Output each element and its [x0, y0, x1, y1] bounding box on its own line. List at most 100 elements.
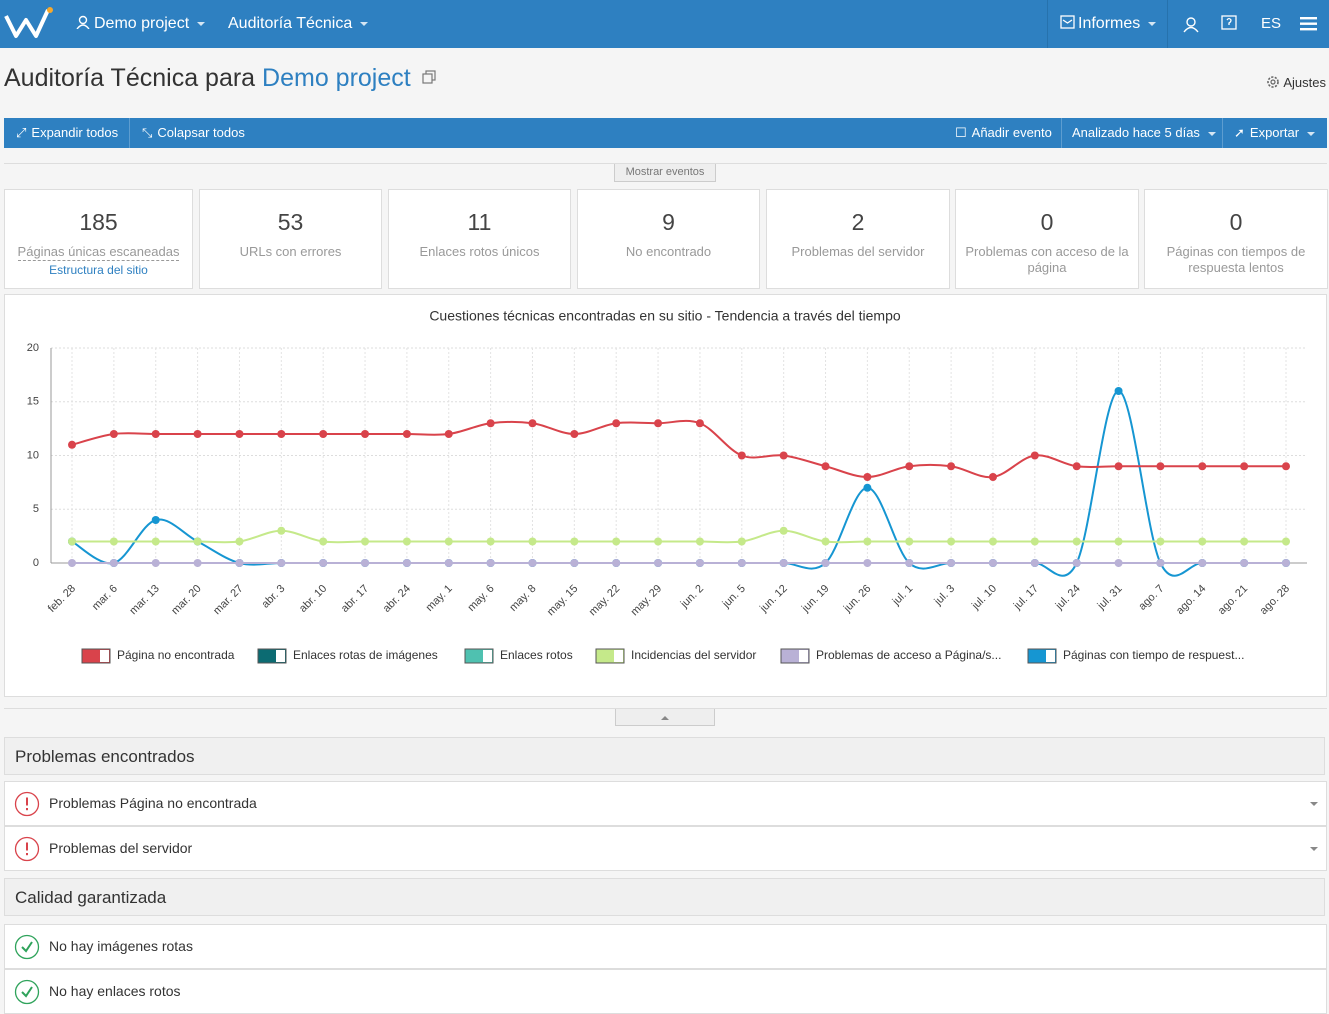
x-tick-label: abr. 24 — [381, 583, 413, 615]
x-tick-label: ago. 14 — [1174, 583, 1208, 617]
x-tick-label: jul. 24 — [1053, 583, 1083, 613]
section-item[interactable]: No hay enlaces rotos — [4, 969, 1327, 1014]
collapse-divider — [4, 708, 1327, 709]
data-point — [151, 430, 160, 438]
legend-item[interactable]: Incidencias del servidor — [595, 648, 756, 664]
page-title: Auditoría Técnica para Demo project — [4, 64, 436, 93]
data-point — [486, 537, 495, 546]
stat-label: Enlaces rotos únicos — [419, 244, 540, 259]
item-dropdown[interactable] — [1310, 802, 1318, 806]
top-nav: Demo project Auditoría Técnica Informes … — [0, 0, 1329, 48]
series-line — [71, 389, 1286, 577]
stat-value: 185 — [79, 209, 118, 235]
data-point — [151, 559, 160, 567]
x-tick-label: abr. 3 — [259, 583, 287, 611]
x-tick-label: mar. 13 — [127, 583, 161, 617]
data-point — [905, 537, 914, 546]
stat-value: 11 — [467, 209, 492, 235]
toolbar: ⤢ Expandir todos ⤡ Colapsar todos ☐ Añadir … — [4, 118, 1327, 148]
language[interactable]: ES — [1261, 15, 1282, 32]
x-tick-label: may. 8 — [507, 583, 538, 614]
stat-card: 9 No encontrado — [577, 189, 760, 289]
module-name: Auditoría Técnica — [228, 15, 353, 32]
logo[interactable] — [4, 6, 54, 40]
collapse-chart-tab[interactable] — [615, 709, 715, 726]
data-point — [402, 430, 411, 438]
legend-label: Problemas de acceso a Página/s... — [816, 648, 1001, 662]
data-point — [1282, 537, 1290, 546]
data-point — [402, 559, 411, 567]
stat-label: Páginas con tiempos de respuesta lentos — [1166, 244, 1306, 275]
item-label: Problemas Página no encontrada — [49, 795, 257, 811]
legend-item[interactable]: Páginas con tiempo de respuest... — [1027, 648, 1244, 664]
x-tick-label: jun. 2 — [678, 583, 706, 611]
stat-value: 2 — [851, 209, 865, 235]
data-point — [905, 559, 914, 567]
help-icon[interactable] — [1221, 15, 1239, 33]
data-point — [193, 430, 202, 438]
add-event-button[interactable]: ☐ Añadir evento — [955, 125, 1052, 140]
data-point — [109, 559, 118, 567]
item-label: No hay imágenes rotas — [49, 938, 193, 954]
data-point — [1240, 559, 1249, 567]
menu-icon[interactable] — [1300, 17, 1317, 31]
x-tick-label: ago. 21 — [1216, 583, 1250, 617]
data-point — [319, 430, 328, 438]
stat-card: 2 Problemas del servidor — [766, 189, 950, 289]
data-point — [947, 462, 956, 471]
ok-icon — [14, 934, 40, 960]
project-menu[interactable]: Demo project — [76, 0, 206, 48]
x-tick-label: jun. 12 — [757, 583, 790, 616]
analyzed-menu[interactable]: Analizado hace 5 días — [1072, 118, 1216, 148]
x-tick-label: ago. 28 — [1258, 583, 1292, 617]
title-text: Auditoría Técnica para — [4, 64, 256, 92]
x-tick-label: may. 1 — [424, 583, 455, 614]
show-events-tab[interactable]: Mostrar eventos — [614, 164, 716, 182]
stat-label: Problemas con acceso de la página — [965, 244, 1129, 275]
settings-link[interactable]: Ajustes — [1266, 75, 1326, 90]
users-icon[interactable] — [1182, 16, 1200, 33]
y-tick-label: 5 — [33, 503, 39, 515]
data-point — [1156, 537, 1165, 546]
x-tick-label: jul. 3 — [932, 583, 958, 609]
data-point — [695, 559, 704, 567]
legend-item[interactable]: Enlaces rotas de imágenes — [257, 648, 438, 664]
section-item[interactable]: Problemas del servidor — [4, 826, 1327, 871]
data-point — [1282, 462, 1290, 471]
data-point — [612, 559, 621, 567]
legend-item[interactable]: Problemas de acceso a Página/s... — [780, 648, 1001, 664]
item-dropdown[interactable] — [1310, 847, 1318, 851]
stat-label: Problemas del servidor — [791, 244, 925, 259]
stat-label: No encontrado — [625, 244, 712, 259]
x-tick-label: may. 29 — [629, 583, 665, 619]
collapse-button[interactable]: ⤡ Colapsar todos — [142, 125, 245, 140]
y-tick-label: 10 — [27, 449, 39, 461]
expand-button[interactable]: ⤢ Expandir todos — [16, 125, 119, 140]
data-point — [1240, 462, 1249, 471]
legend-item[interactable]: Enlaces rotos — [464, 648, 573, 664]
data-point — [361, 430, 370, 438]
export-menu[interactable]: ➚ Exportar — [1234, 118, 1316, 148]
data-point — [277, 430, 286, 438]
data-point — [863, 537, 872, 546]
data-point — [277, 526, 286, 535]
copy-icon[interactable] — [422, 70, 436, 84]
section-item[interactable]: No hay imágenes rotas — [4, 924, 1327, 969]
stat-link[interactable]: Estructura del sitio — [49, 263, 148, 277]
data-point — [528, 559, 537, 567]
section-header: Problemas encontrados — [4, 737, 1325, 775]
module-menu[interactable]: Auditoría Técnica — [228, 0, 369, 48]
title-project[interactable]: Demo project — [262, 64, 411, 92]
data-point — [947, 559, 956, 567]
section-item[interactable]: Problemas Página no encontrada — [4, 781, 1327, 826]
x-tick-label: jul. 17 — [1011, 583, 1041, 613]
add-event-label: Añadir evento — [971, 125, 1052, 140]
events-divider — [4, 163, 1327, 164]
data-point — [1114, 559, 1123, 567]
data-point — [68, 440, 76, 449]
legend-item[interactable]: Página no encontrada — [81, 648, 235, 664]
reports-menu[interactable]: Informes — [1060, 0, 1157, 48]
data-point — [528, 419, 537, 428]
data-point — [1030, 559, 1039, 567]
